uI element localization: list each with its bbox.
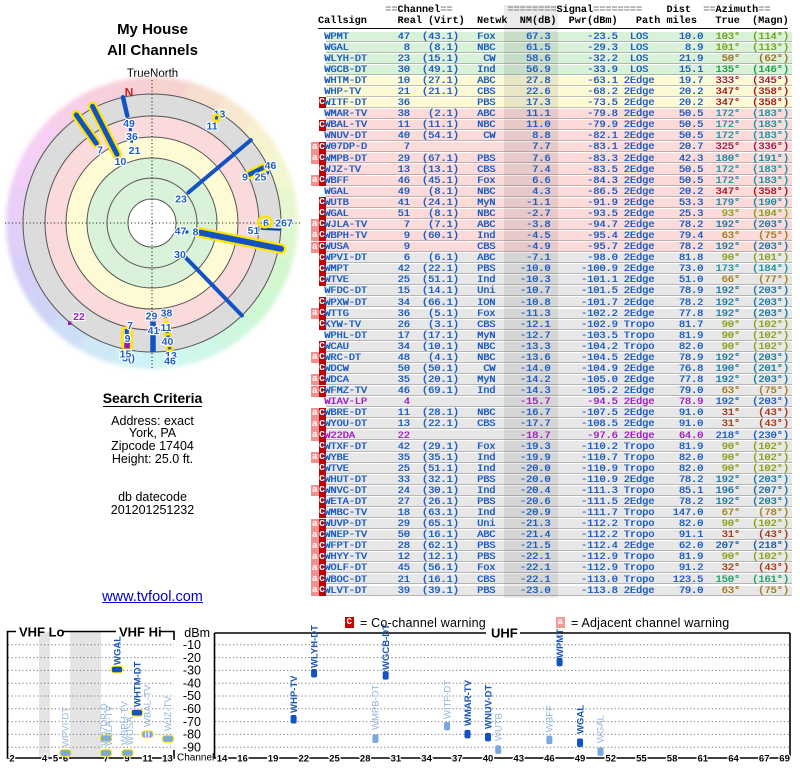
svg-text:WITF-DT: WITF-DT: [442, 680, 453, 719]
svg-text:-70: -70: [183, 715, 201, 729]
svg-text:14: 14: [217, 754, 228, 765]
svg-text:11: 11: [206, 121, 217, 133]
svg-text:-60: -60: [183, 702, 201, 716]
svg-text:9: 9: [125, 333, 131, 345]
svg-text:61: 61: [698, 754, 709, 765]
svg-text:41: 41: [148, 325, 160, 337]
svg-text:6: 6: [63, 754, 68, 765]
svg-text:36: 36: [126, 131, 138, 143]
svg-text:7: 7: [103, 754, 108, 765]
svg-text:7: 7: [127, 320, 133, 332]
svg-text:WJLA-TV: WJLA-TV: [104, 705, 115, 746]
svg-text:WGAL: WGAL: [576, 705, 587, 734]
svg-text:5: 5: [53, 754, 59, 765]
svg-text:WBFF: WBFF: [545, 705, 556, 732]
svg-text:25: 25: [329, 754, 340, 765]
svg-text:52: 52: [605, 754, 616, 765]
svg-text:7: 7: [97, 145, 103, 157]
svg-text:8: 8: [193, 227, 199, 239]
svg-text:22: 22: [73, 311, 85, 323]
svg-text:9: 9: [242, 172, 248, 184]
svg-text:3(): 3(): [122, 353, 135, 365]
svg-text:2: 2: [9, 754, 14, 765]
svg-text:15: 15: [120, 349, 132, 361]
svg-text:W07DP-D: W07DP-D: [99, 703, 110, 746]
svg-text:34: 34: [421, 754, 432, 765]
svg-text:21: 21: [129, 145, 141, 157]
svg-text:19: 19: [268, 754, 279, 765]
svg-text:51: 51: [248, 225, 260, 237]
svg-text:-20: -20: [183, 651, 201, 665]
svg-text:16: 16: [237, 754, 248, 765]
svg-text:13: 13: [162, 754, 173, 765]
svg-text:WUTB: WUTB: [493, 713, 504, 741]
svg-text:46: 46: [164, 356, 176, 368]
svg-text:WGAL: WGAL: [596, 715, 607, 743]
svg-text:40: 40: [483, 754, 494, 765]
svg-text:37: 37: [452, 754, 463, 765]
svg-text:11: 11: [160, 322, 171, 334]
svg-text:58: 58: [667, 754, 678, 765]
svg-text:WBPH-TV: WBPH-TV: [120, 701, 131, 745]
svg-text:WHP-TV: WHP-TV: [289, 675, 300, 713]
svg-text:Channel: Channel: [177, 753, 214, 764]
svg-text:-40: -40: [183, 676, 201, 690]
svg-text:49: 49: [575, 754, 586, 765]
svg-text:69: 69: [779, 754, 790, 765]
svg-text:WUSA: WUSA: [125, 716, 136, 745]
svg-text:40: 40: [162, 336, 174, 348]
svg-text:-30: -30: [183, 664, 201, 678]
svg-text:64: 64: [728, 754, 739, 765]
svg-text:267: 267: [275, 218, 293, 230]
svg-text:47: 47: [175, 226, 187, 238]
svg-text:13: 13: [165, 350, 177, 362]
svg-text:WNUV-DT: WNUV-DT: [484, 684, 495, 729]
svg-text:-50: -50: [183, 689, 201, 703]
svg-text:25: 25: [255, 172, 267, 184]
svg-text:WPMT: WPMT: [555, 629, 566, 658]
svg-text:22: 22: [299, 754, 310, 765]
svg-text:6: 6: [263, 218, 269, 230]
svg-text:38: 38: [161, 308, 173, 320]
svg-text:WJZ-TV: WJZ-TV: [163, 696, 174, 731]
svg-text:31: 31: [391, 754, 402, 765]
svg-text:WGAL: WGAL: [113, 636, 124, 665]
svg-text:WMAR-TV: WMAR-TV: [463, 679, 474, 726]
svg-text:30: 30: [174, 249, 186, 261]
svg-text:11: 11: [142, 754, 153, 765]
svg-text:N: N: [125, 86, 134, 100]
svg-text:46: 46: [265, 160, 277, 172]
svg-text:28: 28: [360, 754, 371, 765]
svg-text:23: 23: [175, 194, 187, 206]
svg-text:WPVI-DT: WPVI-DT: [61, 707, 72, 747]
svg-text:10: 10: [115, 156, 127, 168]
svg-text:WGCB-DT: WGCB-DT: [381, 624, 392, 670]
svg-text:-80: -80: [183, 728, 201, 742]
svg-text:WMPB-DT: WMPB-DT: [371, 684, 382, 730]
svg-text:VHF Lo: VHF Lo: [19, 625, 65, 640]
svg-text:55: 55: [636, 754, 647, 765]
svg-text:dBm: dBm: [184, 626, 210, 640]
svg-text:9: 9: [124, 754, 129, 765]
svg-text:46: 46: [544, 754, 555, 765]
svg-text:43: 43: [513, 754, 524, 765]
svg-text:VHF Hi: VHF Hi: [119, 625, 162, 640]
svg-text:-90: -90: [183, 740, 201, 754]
svg-text:4: 4: [42, 754, 48, 765]
svg-text:29: 29: [146, 311, 158, 323]
svg-text:67: 67: [759, 754, 770, 765]
svg-text:49: 49: [123, 118, 135, 130]
svg-text:WBAL-TV: WBAL-TV: [143, 684, 154, 727]
svg-text:-10: -10: [183, 638, 201, 652]
svg-text:UHF: UHF: [491, 626, 518, 641]
svg-text:WHTM-DT: WHTM-DT: [133, 661, 144, 707]
svg-text:WLYH-DT: WLYH-DT: [310, 625, 321, 668]
